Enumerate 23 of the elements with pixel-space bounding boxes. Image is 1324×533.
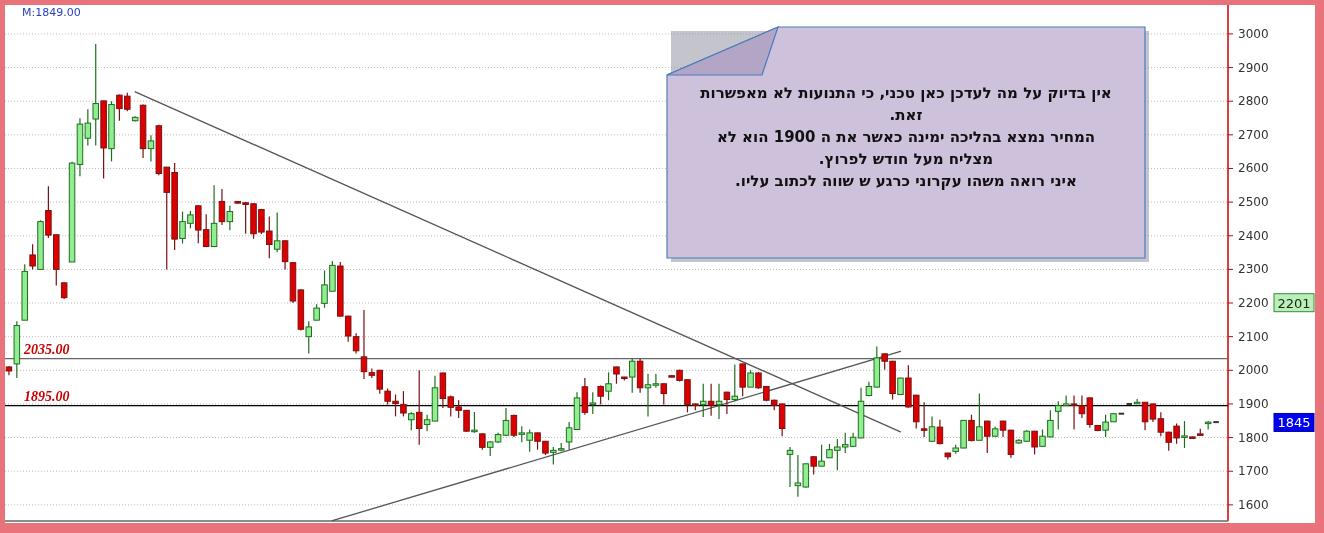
annotation: אין בדיוק על מה לעדכן כאן טכני, כי התנועות לא מאפשרות זאת. — [699, 83, 1113, 126]
annotation: איני רואה משהו עקרוני כרגע ש שווה לכתוב עליו. — [734, 171, 1078, 192]
y-tick-label: 1800 — [1238, 430, 1269, 445]
y-tick-label: 2100 — [1238, 329, 1269, 344]
y-tick-label: 2200 — [1238, 296, 1269, 311]
text: 1845 — [1277, 415, 1311, 431]
y-tick-label: 2300 — [1238, 262, 1269, 277]
y-tick-label: 2900 — [1238, 60, 1269, 75]
y-tick-label: 1600 — [1238, 497, 1269, 512]
y-tick-label: 1900 — [1238, 396, 1269, 411]
annotation: M:1849.00 — [22, 6, 81, 19]
y-tick-label: 2000 — [1238, 363, 1269, 378]
annotation: המחיר נמצא בהליכה ימינה כאשר את ה 1900 הוא לא מצליח מעל חודש לפרוץ. — [715, 127, 1097, 170]
ref-line-label: 2035.00 — [23, 341, 70, 357]
y-tick-label: 2800 — [1238, 94, 1269, 109]
y-tick-label: 3000 — [1238, 26, 1269, 41]
y-tick-label: 2400 — [1238, 228, 1269, 243]
y-tick-label: 2500 — [1238, 195, 1269, 210]
ref-line-label: 1895.00 — [24, 388, 70, 404]
y-tick-label: 2700 — [1238, 127, 1269, 142]
text: 2201 — [1277, 295, 1311, 311]
y-tick-label: 2600 — [1238, 161, 1269, 176]
y-tick-label: 1700 — [1238, 464, 1269, 479]
